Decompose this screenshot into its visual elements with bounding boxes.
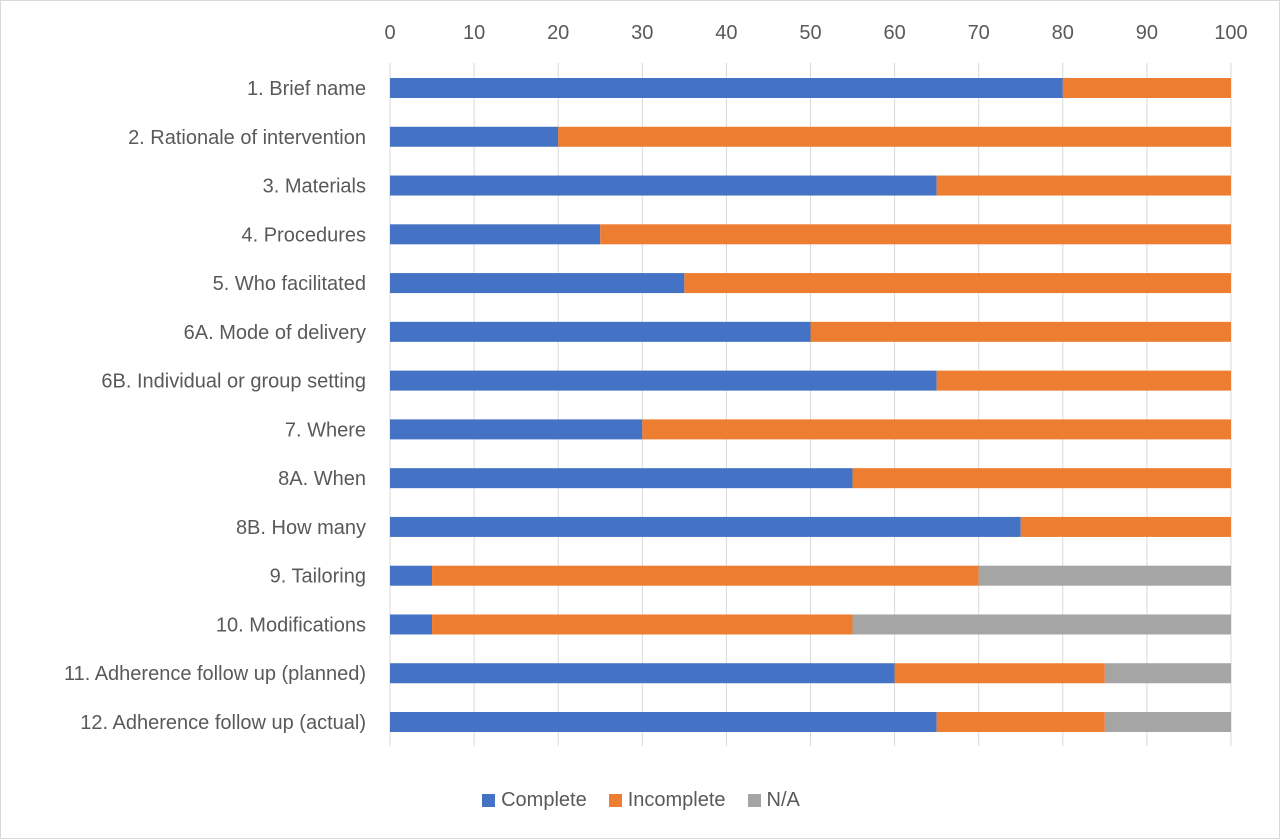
legend-item-na: N/A: [747, 788, 800, 812]
bar-incomplete-5: [684, 273, 1231, 294]
category-label: 8A. When: [278, 468, 366, 490]
bar-incomplete-8: [642, 419, 1231, 440]
x-tick-label: 60: [883, 22, 905, 44]
category-label: 2. Rationale of intervention: [128, 127, 366, 149]
gridlines: [389, 63, 1232, 746]
bar-n-a-12: [852, 614, 1231, 635]
bar-incomplete-11: [432, 565, 979, 586]
bar-incomplete-1: [1062, 78, 1231, 98]
legend-item-complete: Complete: [482, 789, 587, 812]
category-label: 4. Procedures: [241, 224, 366, 246]
bar-complete-9: [390, 468, 853, 489]
bar-complete-2: [390, 126, 559, 147]
bar-n-a-14: [1104, 712, 1231, 733]
bar-complete-11: [390, 565, 433, 586]
bar-n-a-11: [978, 565, 1231, 586]
bar-incomplete-2: [558, 126, 1231, 147]
bar-complete-7: [390, 370, 937, 391]
bar-complete-1: [390, 78, 1063, 98]
bar-complete-3: [390, 175, 937, 196]
category-label: 6B. Individual or group setting: [101, 371, 366, 393]
legend: Complete Incomplete N/A: [1, 787, 1280, 813]
bar-incomplete-4: [600, 224, 1231, 245]
bar-complete-8: [390, 419, 643, 440]
bar-complete-12: [390, 614, 433, 635]
category-label: 1. Brief name: [247, 78, 366, 100]
legend-label-na: N/A: [766, 788, 800, 811]
legend-item-incomplete: Incomplete: [608, 788, 726, 812]
x-tick-label: 10: [463, 22, 485, 44]
bar-complete-13: [390, 663, 895, 684]
category-label: 12. Adherence follow up (actual): [80, 712, 366, 734]
legend-label-incomplete: Incomplete: [627, 788, 726, 811]
category-label: 8B. How many: [236, 517, 366, 539]
category-label: 9. Tailoring: [270, 566, 366, 588]
x-tick-label: 0: [384, 22, 395, 44]
bars: [390, 78, 1231, 733]
bar-complete-10: [390, 516, 1021, 537]
legend-label-complete: Complete: [501, 788, 587, 811]
legend-swatch-complete: [482, 793, 496, 807]
x-tick-label: 70: [968, 22, 990, 44]
bar-complete-5: [390, 273, 685, 294]
x-tick-label: 90: [1136, 22, 1158, 44]
bar-complete-6: [390, 321, 811, 342]
category-label: 5. Who facilitated: [213, 273, 366, 295]
bar-complete-4: [390, 224, 601, 245]
bar-incomplete-14: [936, 712, 1105, 733]
category-label: 11. Adherence follow up (planned): [64, 663, 366, 685]
legend-swatch-incomplete: [608, 793, 622, 807]
x-tick-label: 40: [715, 22, 737, 44]
x-tick-label: 100: [1214, 22, 1247, 44]
x-tick-label: 20: [547, 22, 569, 44]
bar-incomplete-6: [810, 321, 1231, 342]
bar-n-a-13: [1104, 663, 1231, 684]
bar-complete-14: [390, 712, 937, 733]
x-tick-label: 30: [631, 22, 653, 44]
category-label: 6A. Mode of delivery: [184, 322, 366, 344]
category-label: 3. Materials: [263, 176, 366, 198]
bar-incomplete-7: [936, 370, 1231, 391]
x-tick-label: 80: [1052, 22, 1074, 44]
bar-incomplete-10: [1020, 516, 1231, 537]
bar-incomplete-9: [852, 468, 1231, 489]
bar-incomplete-3: [936, 175, 1231, 196]
legend-swatch-na: [747, 793, 761, 807]
category-label: 10. Modifications: [216, 614, 366, 636]
x-tick-label: 50: [799, 22, 821, 44]
x-axis-ticks: 0 10 20 30 40 50 60 70 80 90 100: [384, 22, 1247, 44]
bar-incomplete-13: [894, 663, 1105, 684]
category-label: 7. Where: [285, 419, 366, 441]
bar-incomplete-12: [432, 614, 853, 635]
category-labels: 1. Brief name 2. Rationale of interventio…: [64, 78, 366, 734]
